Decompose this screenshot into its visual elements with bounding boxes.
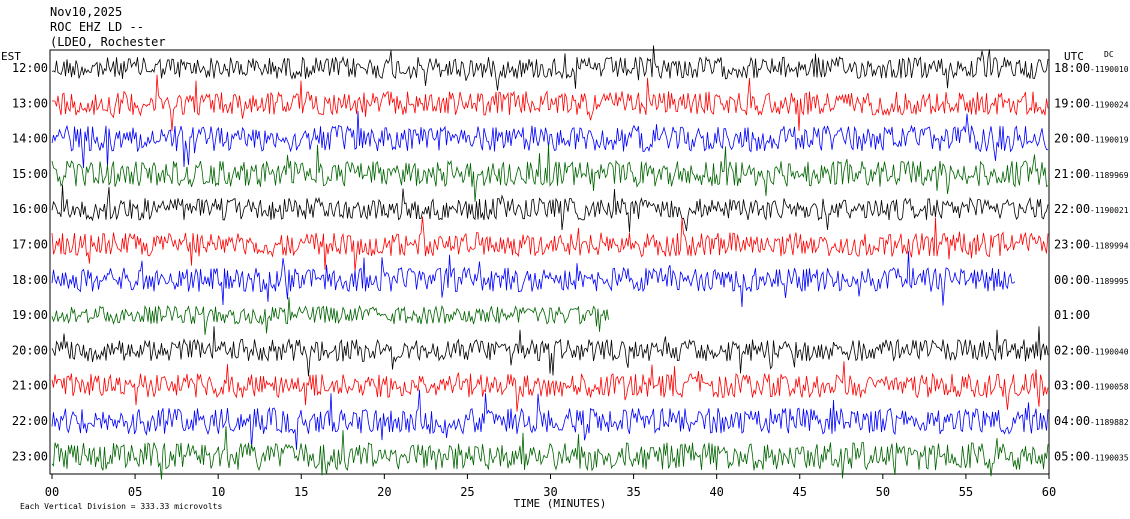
dc-offset-label: -1190024 <box>1090 100 1129 109</box>
trace-1800 <box>51 251 1016 308</box>
trace-1600 <box>51 184 1049 233</box>
utc-hour-label: 23:00 <box>1054 238 1090 252</box>
trace-2300 <box>51 426 1049 480</box>
utc-hour-label: 20:00 <box>1054 132 1090 146</box>
utc-hour-label: 05:00 <box>1054 449 1090 463</box>
est-hour-label: 23:00 <box>12 449 48 463</box>
x-tick-label: 30 <box>543 485 557 499</box>
est-hour-label: 17:00 <box>12 238 48 252</box>
utc-hour-label: 18:00 <box>1054 61 1090 75</box>
x-tick-label: 45 <box>793 485 807 499</box>
x-tick-label: 05 <box>128 485 142 499</box>
est-hour-label: 22:00 <box>12 414 48 428</box>
dc-offset-label: -1189994 <box>1090 242 1129 251</box>
est-hour-label: 14:00 <box>12 132 48 146</box>
utc-zone-label: UTC <box>1064 50 1084 63</box>
utc-hour-label: 21:00 <box>1054 167 1090 181</box>
x-tick-label: 20 <box>377 485 391 499</box>
x-tick-label: 40 <box>709 485 723 499</box>
trace-2100 <box>51 361 1049 412</box>
date-label: Nov10,2025 <box>50 5 122 19</box>
trace-1900 <box>51 297 609 335</box>
est-zone-label: EST <box>1 50 21 63</box>
dc-offset-label: -1189882 <box>1090 418 1129 427</box>
x-tick-label: 55 <box>959 485 973 499</box>
utc-hour-label: 04:00 <box>1054 414 1090 428</box>
trace-1300 <box>51 74 1049 132</box>
x-tick-label: 10 <box>211 485 225 499</box>
x-tick-label: 60 <box>1042 485 1056 499</box>
x-axis-title: TIME (MINUTES) <box>514 497 607 510</box>
x-tick-label: 00 <box>45 485 59 499</box>
dc-offset-label: -1190019 <box>1090 136 1129 145</box>
plot-frame <box>49 49 1050 475</box>
dc-offset-label: -1190010 <box>1090 65 1129 74</box>
x-tick-label: 35 <box>626 485 640 499</box>
est-hour-label: 19:00 <box>12 308 48 322</box>
seismic-traces <box>51 45 1049 480</box>
x-tick-label: 50 <box>876 485 890 499</box>
utc-hour-label: 19:00 <box>1054 96 1090 110</box>
est-hour-label: 13:00 <box>12 96 48 110</box>
trace-2200 <box>51 389 1049 450</box>
x-axis-ticks: 00 05 10 15 20 25 30 35 40 45 50 55 60 <box>45 474 1056 499</box>
network-label: (LDEO, Rochester <box>50 35 166 49</box>
dc-offset-label: -1189995 <box>1090 277 1129 286</box>
station-label: ROC EHZ LD -- <box>50 20 144 34</box>
utc-hour-label: 22:00 <box>1054 202 1090 216</box>
trace-1500 <box>51 144 1049 202</box>
x-tick-label: 25 <box>460 485 474 499</box>
dc-label: DC <box>1104 50 1114 59</box>
trace-1400 <box>51 111 1049 169</box>
dc-offset-label: -1190035 <box>1090 453 1129 462</box>
dc-offset-label: -1190021 <box>1090 206 1129 215</box>
utc-hour-label: 03:00 <box>1054 379 1090 393</box>
utc-hour-label: 02:00 <box>1054 343 1090 357</box>
dc-offset-label: -1190058 <box>1090 383 1129 392</box>
est-hour-label: 12:00 <box>12 61 48 75</box>
est-hour-label: 20:00 <box>12 343 48 357</box>
trace-2000 <box>51 326 1049 377</box>
est-hour-label: 21:00 <box>12 379 48 393</box>
utc-hour-label: 01:00 <box>1054 308 1090 322</box>
trace-1700 <box>51 216 1049 272</box>
est-hour-label: 15:00 <box>12 167 48 181</box>
utc-hour-label: 00:00 <box>1054 273 1090 287</box>
dc-offset-label: -1189969 <box>1090 171 1129 180</box>
scale-note: Each Vertical Division = 333.33 microvol… <box>20 502 222 511</box>
dc-offset-label: -1190040 <box>1090 347 1129 356</box>
est-hour-label: 18:00 <box>12 273 48 287</box>
trace-1200 <box>51 45 1049 91</box>
x-tick-label: 15 <box>294 485 308 499</box>
est-hour-label: 16:00 <box>12 202 48 216</box>
